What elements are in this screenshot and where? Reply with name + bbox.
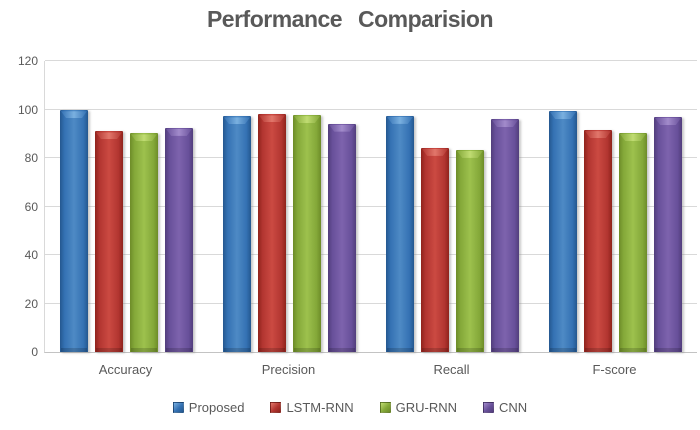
bar-proposed-precision xyxy=(223,116,251,352)
bar-group-recall xyxy=(371,61,534,353)
x-label-recall: Recall xyxy=(433,362,470,377)
legend-item-gru-rnn: GRU-RNN xyxy=(379,400,458,415)
bar-group-precision xyxy=(208,61,371,353)
bar-gru-rnn-precision xyxy=(293,115,321,352)
bar-proposed-recall xyxy=(386,115,414,353)
y-tick-label-40: 40 xyxy=(24,248,38,262)
x-axis-category-labels: Accuracy Precision Recall F-score xyxy=(44,362,696,377)
bar-lstm-rnn-accuracy xyxy=(95,131,123,352)
legend-swatch-icon xyxy=(270,402,282,413)
bar-cnn-recall xyxy=(491,119,519,352)
y-tick-label-60: 60 xyxy=(24,199,38,214)
legend-label: Proposed xyxy=(188,400,245,415)
legend: Proposed LSTM-RNN GRU-RNN CNN xyxy=(0,400,700,415)
bar-gru-rnn-accuracy xyxy=(130,133,158,352)
bar-groups xyxy=(45,61,697,353)
gridline-60 xyxy=(45,205,697,207)
y-tick-label-0: 0 xyxy=(31,345,38,359)
bar-lstm-rnn-f-score xyxy=(584,130,612,352)
bar-proposed-f-score xyxy=(549,111,577,352)
y-tick-label-100: 100 xyxy=(17,102,38,117)
legend-item-proposed: Proposed xyxy=(172,400,245,415)
bar-lstm-rnn-recall xyxy=(421,147,449,353)
bar-cnn-f-score xyxy=(654,117,682,352)
gridline-40 xyxy=(45,254,697,255)
bar-cnn-precision xyxy=(328,123,356,353)
x-label-precision: Precision xyxy=(261,362,316,377)
legend-swatch-icon xyxy=(379,402,391,413)
legend-item-cnn: CNN xyxy=(483,400,527,415)
bar-cnn-accuracy xyxy=(165,127,193,353)
legend-swatch-icon xyxy=(172,402,184,413)
legend-label: CNN xyxy=(499,400,528,415)
gridline-120 xyxy=(45,60,697,61)
gridline-100 xyxy=(45,108,697,110)
legend-swatch-icon xyxy=(483,402,495,413)
bar-gru-rnn-recall xyxy=(456,149,484,353)
chart-title: Performance Comparision xyxy=(206,6,494,32)
y-tick-label-120: 120 xyxy=(17,54,38,68)
bar-proposed-accuracy xyxy=(60,110,88,352)
legend-item-lstm-rnn: LSTM-RNN xyxy=(270,400,354,415)
legend-label: GRU-RNN xyxy=(395,400,458,415)
bar-group-f-score xyxy=(534,61,697,352)
plot-area xyxy=(44,60,697,353)
bar-lstm-rnn-precision xyxy=(258,114,286,352)
bar-group-accuracy xyxy=(45,61,208,353)
gridline-20 xyxy=(45,302,697,304)
y-tick-label-20: 20 xyxy=(24,296,38,311)
y-tick-label-80: 80 xyxy=(24,151,38,165)
gridline-80 xyxy=(45,157,697,158)
bar-gru-rnn-f-score xyxy=(619,133,647,352)
x-label-f-score: F-score xyxy=(592,362,637,377)
legend-label: LSTM-RNN xyxy=(286,400,354,415)
x-label-accuracy: Accuracy xyxy=(98,362,153,377)
